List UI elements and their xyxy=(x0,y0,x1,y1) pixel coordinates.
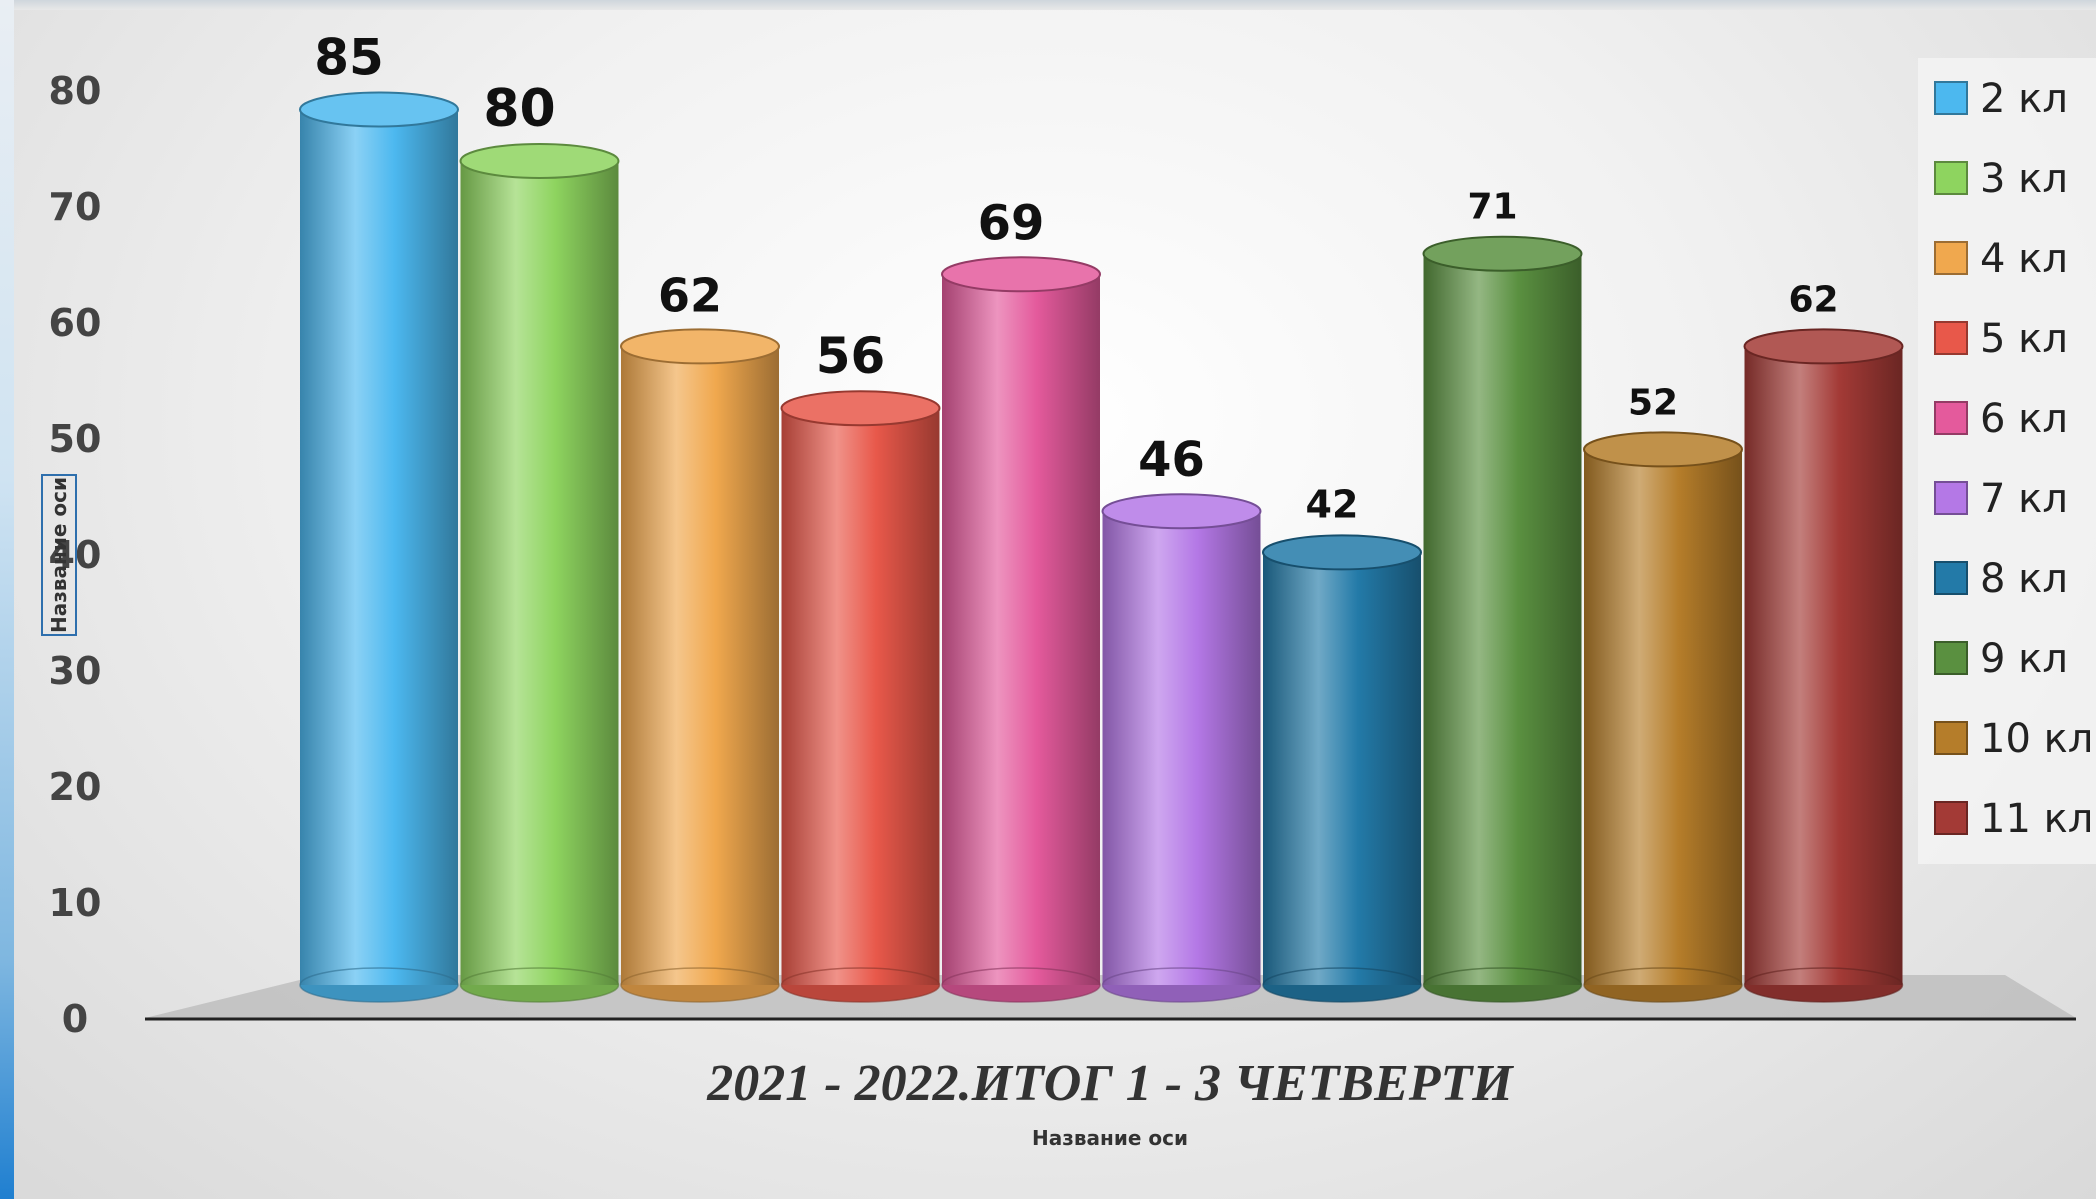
legend-label: 2 кл xyxy=(1980,76,2068,122)
legend-swatch xyxy=(1934,481,1968,515)
bar-body xyxy=(460,161,619,985)
bars xyxy=(299,91,1904,1003)
legend-item: 4 кл xyxy=(1934,236,2068,282)
bar-7-кл xyxy=(1101,493,1262,1003)
bar-9-кл xyxy=(1422,235,1583,1003)
bar-4-кл xyxy=(620,328,780,1003)
y-tick-label: 60 xyxy=(49,301,102,345)
legend-label: 7 кл xyxy=(1980,476,2068,522)
y-tick-label: 0 xyxy=(62,997,88,1041)
bar-body xyxy=(1423,253,1582,985)
legend-item: 11 кл xyxy=(1934,796,2093,842)
bar-6-кл xyxy=(941,256,1101,1003)
data-label: 46 xyxy=(1138,432,1205,488)
bar-top xyxy=(459,143,620,179)
legend-label: 4 кл xyxy=(1980,236,2068,282)
bar-body xyxy=(300,109,458,985)
y-axis-title: Название оси xyxy=(47,477,71,633)
legend-item: 3 кл xyxy=(1934,156,2068,202)
legend-label: 10 кл xyxy=(1980,716,2093,762)
data-label: 52 xyxy=(1628,382,1678,423)
bar-top xyxy=(1422,235,1583,272)
legend-label: 8 кл xyxy=(1980,556,2068,602)
bar-body xyxy=(1102,511,1261,985)
bar-body xyxy=(621,346,779,985)
y-axis-title-box: Название оси xyxy=(41,474,77,636)
data-label: 69 xyxy=(978,195,1045,251)
legend-swatch xyxy=(1934,641,1968,675)
bar-body xyxy=(1584,449,1742,985)
bar-top xyxy=(1101,493,1262,530)
legend-label: 9 кл xyxy=(1980,636,2068,682)
legend-label: 3 кл xyxy=(1980,156,2068,202)
legend-item: 7 кл xyxy=(1934,476,2068,522)
bar-3-кл xyxy=(459,143,620,1003)
data-label: 42 xyxy=(1306,482,1359,526)
legend-item: 5 кл xyxy=(1934,316,2068,362)
data-label: 62 xyxy=(1788,279,1838,320)
legend: 2 кл 3 кл 4 кл 5 кл 6 кл 7 кл 8 кл 9 кл 10 кл 11 … xyxy=(1918,58,2096,864)
x-axis-title: Название оси xyxy=(1032,1126,1188,1150)
legend-label: 6 кл xyxy=(1980,396,2068,442)
bar-top xyxy=(299,91,459,128)
bar-top xyxy=(1743,328,1904,365)
bar-2-кл xyxy=(299,91,459,1003)
legend-item: 2 кл xyxy=(1934,76,2068,122)
legend-label: 11 кл xyxy=(1980,796,2093,842)
bar-top xyxy=(941,256,1101,293)
bar-base-rim xyxy=(459,967,620,1003)
bar-body xyxy=(942,274,1100,985)
bar-10-кл xyxy=(1583,431,1743,1003)
bar-body xyxy=(1263,552,1421,985)
legend-item: 9 кл xyxy=(1934,636,2068,682)
data-label: 62 xyxy=(658,268,722,322)
data-label: 85 xyxy=(314,29,384,87)
bar-base-rim xyxy=(1583,967,1743,1003)
legend-swatch xyxy=(1934,241,1968,275)
bar-base-rim xyxy=(620,967,780,1003)
legend-swatch xyxy=(1934,81,1968,115)
bar-top xyxy=(620,328,780,365)
legend-swatch xyxy=(1934,721,1968,755)
bar-base-rim xyxy=(1422,967,1583,1003)
legend-item: 10 кл xyxy=(1934,716,2093,762)
data-labels: 85 80 62 56 69 46 42 71 52 62 xyxy=(314,29,1838,527)
bar-body xyxy=(781,408,940,985)
bar-base-rim xyxy=(780,967,941,1003)
bar-base-rim xyxy=(1743,967,1904,1003)
data-label: 56 xyxy=(816,327,886,385)
y-tick-label: 20 xyxy=(49,765,102,809)
legend-label: 5 кл xyxy=(1980,316,2068,362)
bar-base-rim xyxy=(1101,967,1262,1003)
legend-swatch xyxy=(1934,321,1968,355)
bar-8-кл xyxy=(1262,534,1422,1003)
bar-top xyxy=(1262,534,1422,571)
bar-top xyxy=(1583,431,1743,468)
top-border xyxy=(0,0,2096,10)
bar-11-кл xyxy=(1743,328,1904,1003)
bar-body xyxy=(1744,346,1903,985)
bar-base-rim xyxy=(1262,967,1422,1003)
chart-title: 2021 - 2022.ИТОГ 1 - 3 ЧЕТВЕРТИ xyxy=(706,1055,1514,1112)
y-tick-label: 10 xyxy=(49,881,102,925)
y-tick-label: 50 xyxy=(49,417,102,461)
legend-swatch xyxy=(1934,161,1968,195)
legend-item: 8 кл xyxy=(1934,556,2068,602)
data-label: 80 xyxy=(483,79,555,139)
bar-base-rim xyxy=(941,967,1101,1003)
legend-item: 6 кл xyxy=(1934,396,2068,442)
bar-base-rim xyxy=(299,967,459,1003)
slide-accent-bar xyxy=(0,0,14,1199)
y-tick-label: 80 xyxy=(49,69,102,113)
data-label: 71 xyxy=(1467,187,1517,228)
bar-5-кл xyxy=(780,390,941,1003)
y-tick-label: 70 xyxy=(49,185,102,229)
legend-swatch xyxy=(1934,801,1968,835)
bar-top xyxy=(780,390,941,427)
legend-swatch xyxy=(1934,401,1968,435)
legend-swatch xyxy=(1934,561,1968,595)
y-tick-label: 30 xyxy=(49,649,102,693)
